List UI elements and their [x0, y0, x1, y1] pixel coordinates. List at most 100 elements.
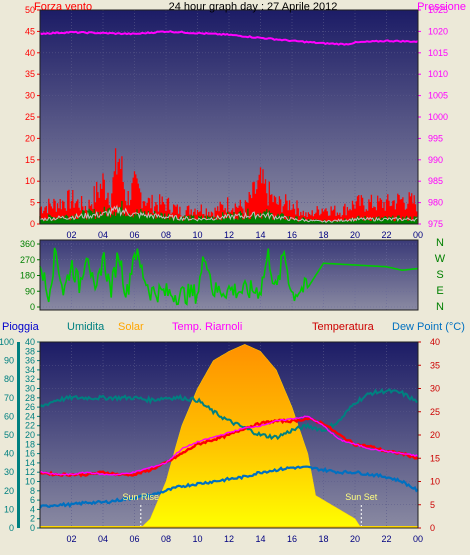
compass-label: E	[436, 285, 443, 297]
rain-tick-label: 100	[0, 337, 14, 347]
rain-tick-label: 40	[4, 449, 14, 459]
pressure-tick-label: 975	[428, 219, 443, 229]
humidity-series	[39, 387, 419, 441]
hour-tick-label: 04	[98, 534, 108, 544]
temperature-tick-label: 25	[430, 407, 440, 417]
panel1-left-ticks: 0 5 10 15 20 25 30 35 40 45 50	[25, 5, 35, 229]
direction-tick-label: 360	[20, 239, 35, 249]
temperature-tick-label: 10	[430, 477, 440, 487]
hour-tick-label: 16	[287, 230, 297, 240]
wind-tick-label: 50	[25, 5, 35, 15]
hour-tick-label: 10	[192, 534, 202, 544]
humidity-tick-label: 0	[30, 523, 35, 533]
compass-label: N	[436, 237, 444, 249]
pressure-tick-label: 1010	[428, 69, 448, 79]
wind-tick-label: 45	[25, 26, 35, 36]
humidity-tick-label: 24	[25, 411, 35, 421]
rain-tick-label: 90	[4, 356, 14, 366]
pressure-tick-label: 985	[428, 176, 443, 186]
hour-tick-label: 02	[66, 534, 76, 544]
pressure-tick-label: 1005	[428, 91, 448, 101]
rain-tick-label: 60	[4, 411, 14, 421]
temperature-tick-label: 30	[430, 384, 440, 394]
humidity-tick-label: 8	[30, 486, 35, 496]
hour-tick-label: 06	[129, 534, 139, 544]
hour-tick-label: 08	[161, 230, 171, 240]
wind-tick-label: 15	[25, 155, 35, 165]
rain-tick-label: 30	[4, 467, 14, 477]
humidity-tick-label: 18	[25, 439, 35, 449]
humidity-tick-label: 36	[25, 356, 35, 366]
humidity-tick-label: 26	[25, 402, 35, 412]
wind-tick-label: 35	[25, 69, 35, 79]
pressure-tick-label: 1015	[428, 48, 448, 58]
hour-tick-label: 14	[255, 534, 265, 544]
hour-tick-label: 20	[350, 230, 360, 240]
humidity-tick-label: 20	[25, 430, 35, 440]
panel3-x-ticks: 02 04 06 08 10 12 14 16 18 20 22 00	[66, 534, 423, 544]
humidity-tick-label: 22	[25, 421, 35, 431]
compass-label: S	[436, 269, 443, 281]
hour-tick-label: 14	[255, 230, 265, 240]
sun-marker-label: Sun Set	[345, 492, 378, 502]
legend-solar: Solar	[118, 321, 144, 333]
hour-tick-label: 06	[129, 230, 139, 240]
direction-tick-label: 90	[25, 286, 35, 296]
panel2-plot-bg	[40, 240, 418, 310]
hour-tick-label: 18	[318, 230, 328, 240]
temperatura-series	[39, 417, 419, 478]
pressure-axis-label: Pressione	[417, 1, 466, 13]
humidity-tick-label: 6	[30, 495, 35, 505]
direction-tick-label: 180	[20, 271, 35, 281]
compass-label: N	[436, 301, 444, 313]
hour-tick-label: 00	[413, 534, 423, 544]
wind-tick-label: 40	[25, 48, 35, 58]
temperature-tick-label: 5	[430, 500, 435, 510]
temperature-tick-label: 40	[430, 337, 440, 347]
hour-tick-label: 10	[192, 230, 202, 240]
hour-tick-label: 02	[66, 230, 76, 240]
humidity-tick-label: 32	[25, 374, 35, 384]
humidity-tick-label: 10	[25, 477, 35, 487]
pressure-tick-label: 1000	[428, 112, 448, 122]
wind-tick-label: 20	[25, 133, 35, 143]
pressure-series	[39, 30, 419, 46]
wind-tick-label: 10	[25, 176, 35, 186]
panel2-left-ticks: 0 90 180 270 360	[20, 239, 35, 312]
hour-tick-label: 20	[350, 534, 360, 544]
hour-tick-label: 00	[413, 230, 423, 240]
hour-tick-label: 12	[224, 534, 234, 544]
wind-tick-label: 0	[30, 219, 35, 229]
panel2-series	[39, 247, 419, 306]
hour-tick-label: 22	[381, 534, 391, 544]
humidity-tick-label: 38	[25, 346, 35, 356]
humidity-tick-label: 40	[25, 337, 35, 347]
sun-annotations: Sun Rise Sun Set	[123, 492, 378, 526]
pressure-tick-label: 1020	[428, 26, 448, 36]
wind-tick-label: 5	[30, 198, 35, 208]
temperature-panel: Pioggia Umidita Solar Temp. Riarnoli Tem…	[0, 321, 465, 544]
temp-riarnoli-series	[39, 415, 419, 476]
humidity-tick-label: 4	[30, 504, 35, 514]
temperature-ticks: 0 5 10 15 20 25 30 35 40	[430, 337, 440, 533]
panel1-x-ticks: 02 04 06 08 10 12 14 16 18 20 22 00	[66, 230, 423, 240]
pressure-tick-label: 995	[428, 133, 443, 143]
hour-tick-label: 08	[161, 534, 171, 544]
rain-tick-label: 50	[4, 430, 14, 440]
humidity-tick-label: 34	[25, 365, 35, 375]
hour-tick-label: 18	[318, 534, 328, 544]
humidity-tick-label: 16	[25, 449, 35, 459]
dew-point-series	[39, 465, 419, 509]
pressure-tick-label: 990	[428, 155, 443, 165]
rain-tick-label: 20	[4, 486, 14, 496]
hour-tick-label: 12	[224, 230, 234, 240]
temperature-tick-label: 15	[430, 453, 440, 463]
hour-tick-label: 22	[381, 230, 391, 240]
temperature-tick-label: 20	[430, 430, 440, 440]
humidity-tick-label: 14	[25, 458, 35, 468]
temperature-tick-label: 0	[430, 523, 435, 533]
